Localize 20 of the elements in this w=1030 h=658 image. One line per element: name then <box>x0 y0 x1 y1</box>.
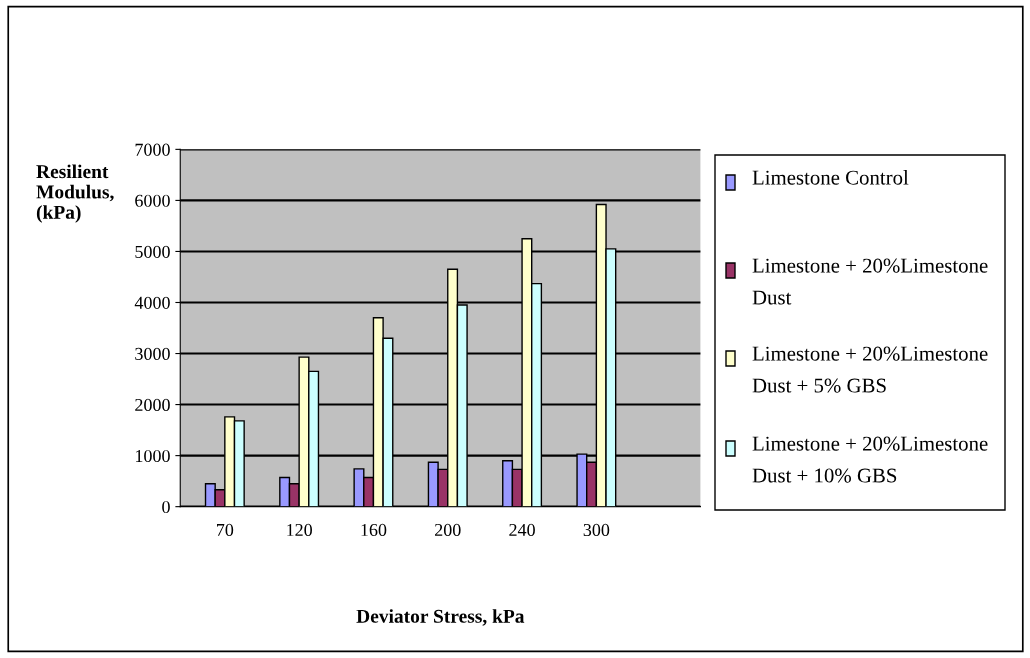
x-tick-label: 200 <box>435 523 461 537</box>
legend-label: Limestone + 20%Limestone Dust + 10% GBS <box>752 436 988 483</box>
legend-label: Limestone + 20%Limestone Dust + 5% GBS <box>752 346 988 393</box>
x-axis-title: Deviator Stress, kPa <box>356 609 525 626</box>
y-tick-label: 5000 <box>135 245 170 258</box>
x-tick-label: 70 <box>217 523 234 537</box>
x-tick-label: 120 <box>287 523 312 537</box>
x-tick-label: 300 <box>583 523 610 537</box>
y-tick-label: 1000 <box>136 449 170 463</box>
legend-label: Limestone + 20%Limestone Dust <box>752 258 988 305</box>
y-tick-label: 7000 <box>135 143 170 156</box>
y-tick-label: 6000 <box>135 194 170 207</box>
x-tick-label: 240 <box>509 523 535 537</box>
y-tick-label: 2000 <box>135 398 170 412</box>
y-tick-label: 4000 <box>134 296 170 309</box>
legend-label: Limestone Control <box>752 170 909 185</box>
x-tick-label: 160 <box>361 523 387 537</box>
y-tick-label: 0 <box>162 500 170 514</box>
y-tick-label: 3000 <box>135 347 170 360</box>
y-axis-title: Resilient Modulus, (kPa) <box>36 164 114 223</box>
